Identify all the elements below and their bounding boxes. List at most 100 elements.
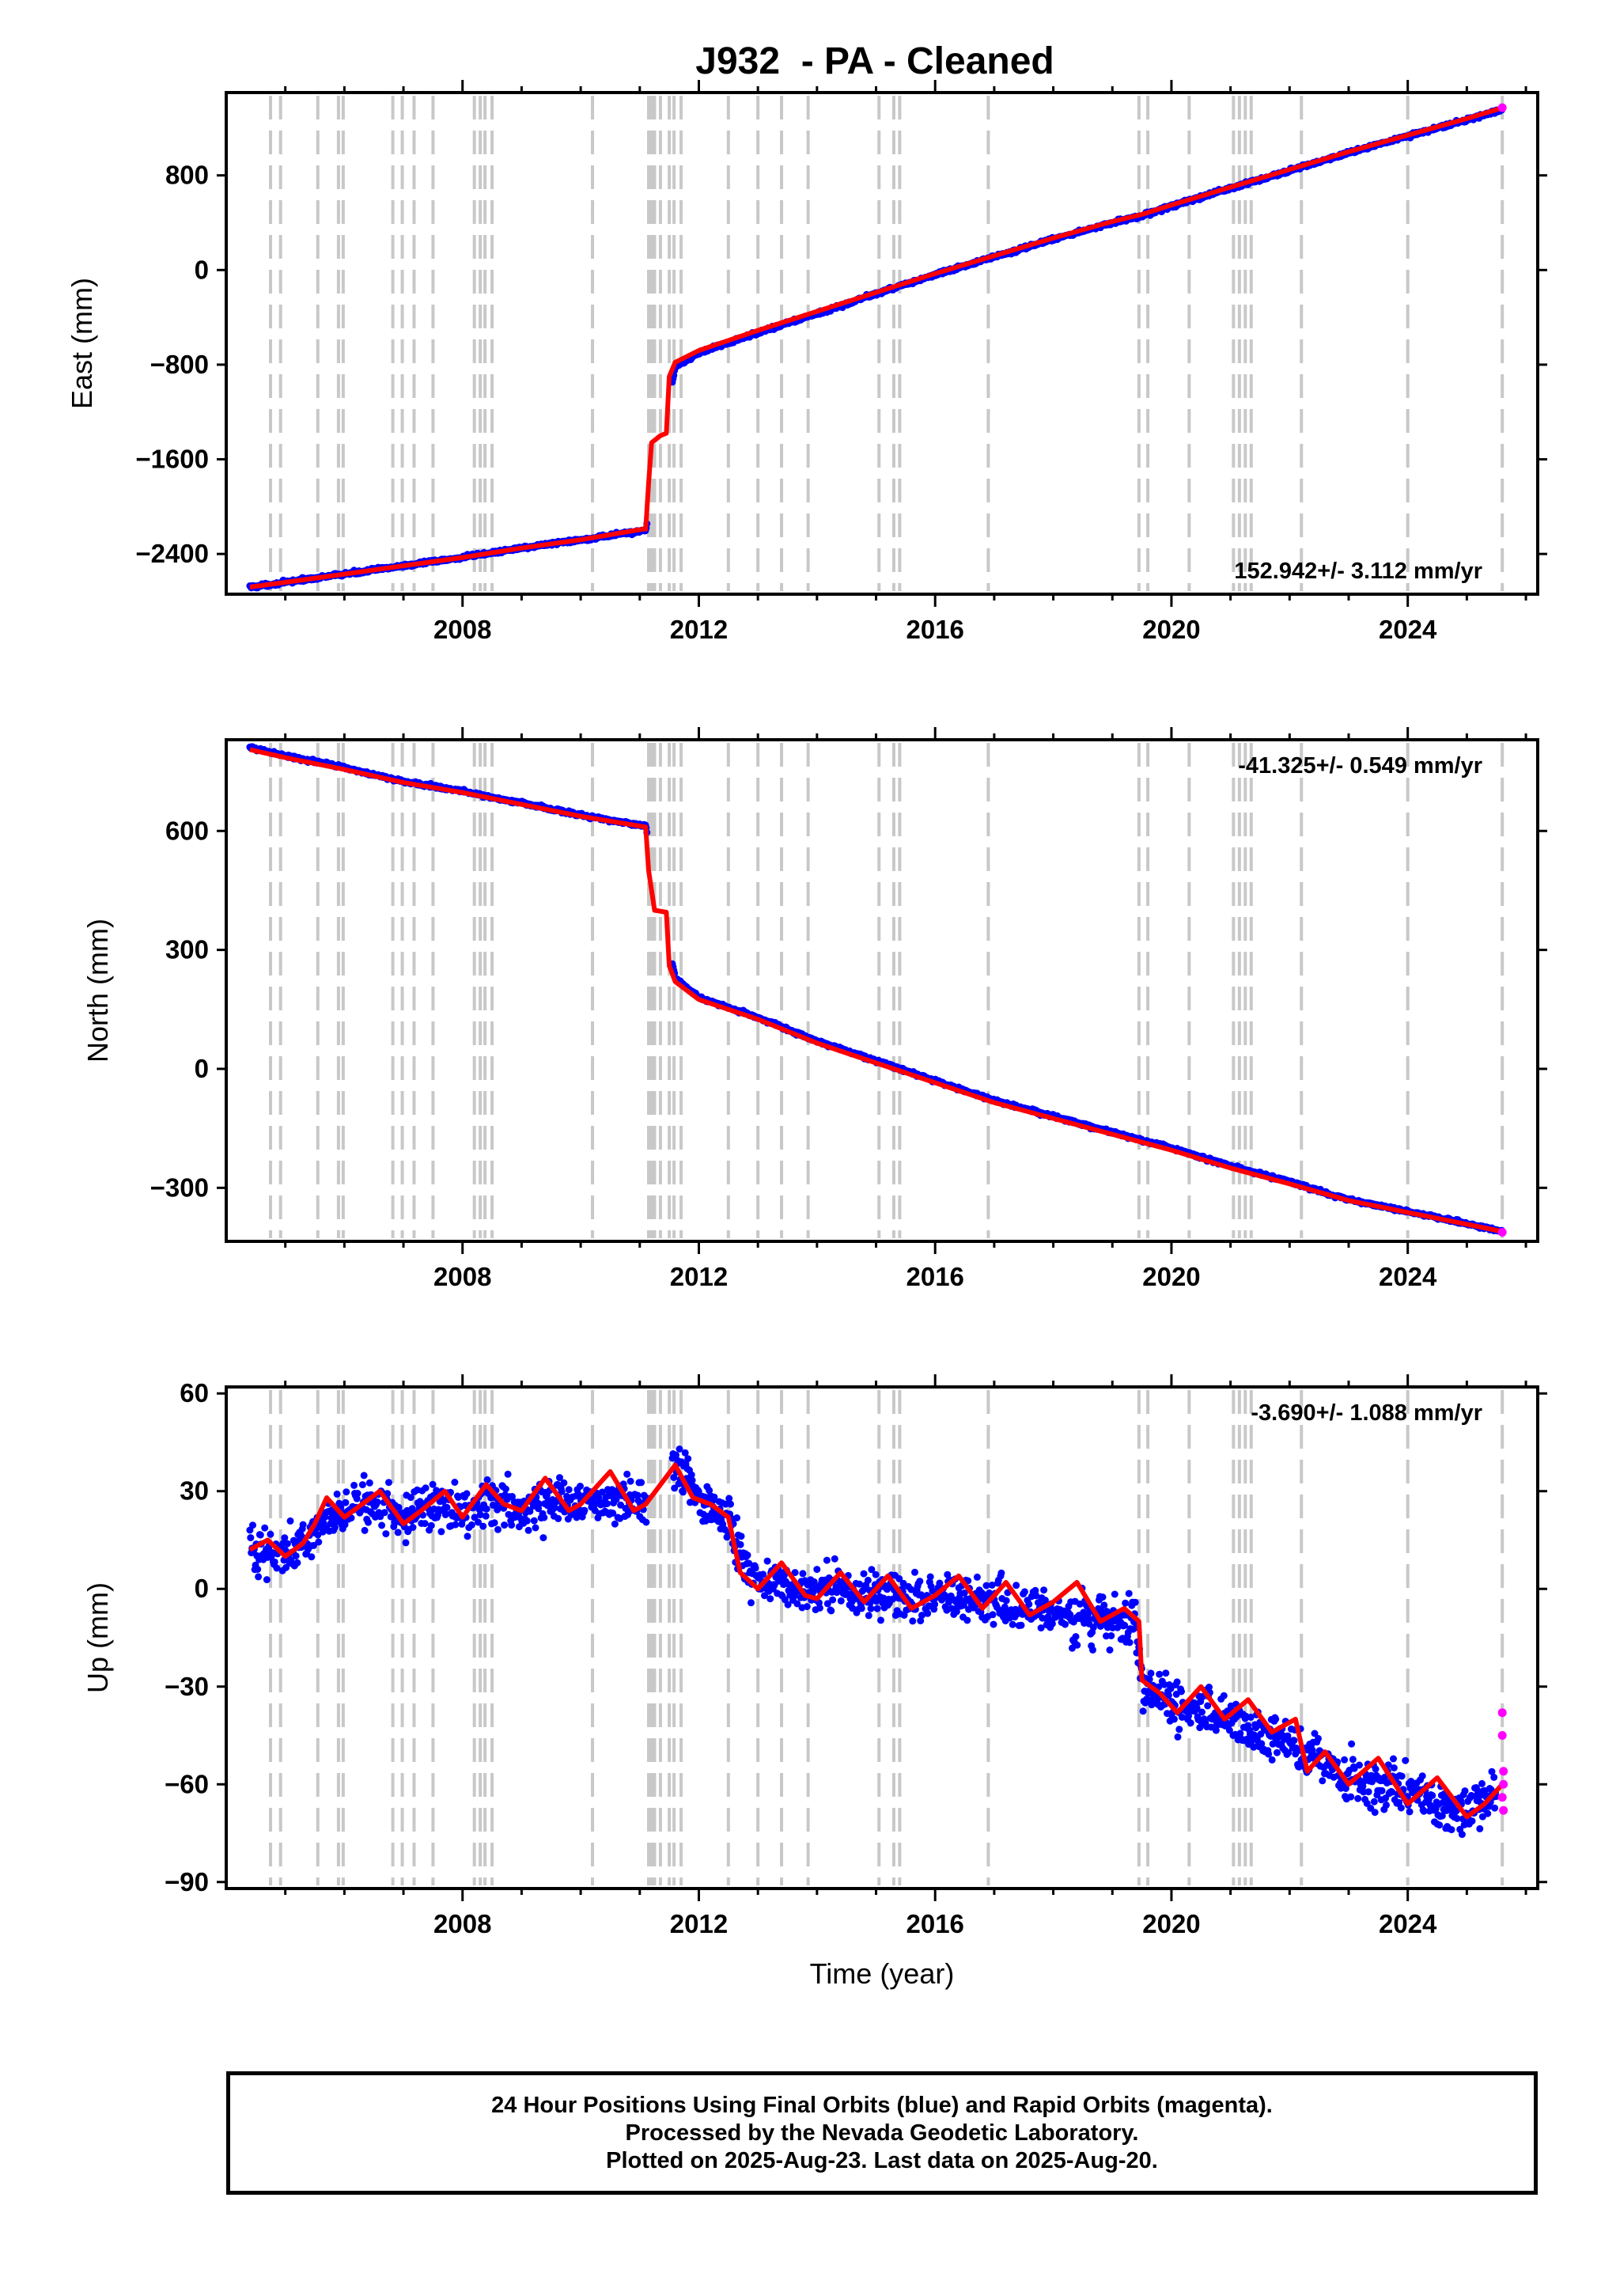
- final-orbit-point: [360, 1472, 368, 1480]
- final-orbit-point: [1162, 1669, 1170, 1677]
- final-orbit-point: [402, 1539, 410, 1547]
- final-orbit-point: [267, 1530, 274, 1538]
- final-orbit-point: [733, 1514, 741, 1521]
- final-orbit-point: [358, 1481, 366, 1489]
- final-orbit-point: [803, 1603, 811, 1611]
- final-orbit-point: [744, 1552, 751, 1559]
- final-orbit-point: [759, 1570, 767, 1578]
- final-orbit-point: [286, 1517, 294, 1525]
- final-orbit-point: [1171, 1715, 1178, 1723]
- x-tick-label: 2016: [906, 1262, 964, 1291]
- x-tick-label: 2016: [906, 615, 964, 644]
- final-orbit-point: [763, 1557, 771, 1565]
- final-orbit-point: [254, 1566, 262, 1573]
- final-orbit-point: [255, 1573, 263, 1581]
- final-orbit-point: [378, 1521, 386, 1529]
- final-orbit-point: [751, 1564, 759, 1572]
- final-orbit-point: [1139, 1707, 1147, 1715]
- y-axis-label: East (mm): [66, 278, 98, 409]
- x-tick-label: 2024: [1379, 1262, 1437, 1291]
- final-orbit-point: [361, 1526, 369, 1534]
- final-orbit-point: [261, 1524, 269, 1532]
- final-orbit-point: [524, 1526, 532, 1534]
- final-orbit-point: [748, 1599, 755, 1607]
- final-orbit-point: [997, 1569, 1005, 1577]
- final-orbit-point: [909, 1617, 917, 1625]
- final-orbit-point: [827, 1607, 835, 1615]
- final-orbit-point: [973, 1573, 981, 1581]
- velocity-label: -41.325+/- 0.549 mm/yr: [1238, 753, 1482, 779]
- final-orbit-point: [299, 1521, 307, 1529]
- final-orbit-point: [443, 1503, 451, 1511]
- final-orbit-point: [247, 1534, 255, 1542]
- final-orbit-point: [626, 1477, 634, 1485]
- final-orbit-point: [867, 1605, 875, 1612]
- x-tick-label: 2024: [1379, 615, 1437, 644]
- final-orbit-point: [427, 1521, 435, 1529]
- final-orbit-point: [1009, 1620, 1016, 1628]
- final-orbit-points: [246, 743, 1506, 1236]
- final-orbit-point: [872, 1570, 880, 1578]
- final-orbit-point: [1012, 1582, 1020, 1589]
- final-orbit-point: [1174, 1733, 1182, 1741]
- final-orbit-point: [623, 1470, 631, 1478]
- x-tick-label: 2020: [1142, 1262, 1200, 1291]
- y-tick-label: 600: [165, 816, 209, 845]
- final-orbit-point: [829, 1596, 837, 1604]
- final-orbit-point: [873, 1605, 881, 1612]
- final-orbit-point: [816, 1604, 823, 1612]
- final-orbit-point: [577, 1483, 584, 1490]
- final-orbit-point: [409, 1524, 417, 1531]
- plot-frame: [225, 738, 1539, 1243]
- final-orbit-point: [1100, 1601, 1108, 1609]
- final-orbit-point: [373, 1498, 381, 1506]
- final-orbit-point: [604, 1500, 611, 1507]
- final-orbit-point: [482, 1512, 490, 1520]
- final-orbit-point: [365, 1518, 372, 1526]
- rapid-orbit-point: [1497, 103, 1507, 112]
- final-orbit-point: [684, 1455, 692, 1463]
- final-orbit-point: [1106, 1646, 1114, 1654]
- final-orbit-point: [508, 1521, 516, 1529]
- final-orbit-point: [504, 1470, 512, 1478]
- model-line: [249, 747, 1503, 1234]
- final-orbit-point: [421, 1520, 429, 1528]
- x-tick-label: 2008: [433, 615, 491, 644]
- final-orbit-point: [530, 1517, 538, 1525]
- final-orbit-point: [1122, 1599, 1130, 1607]
- final-orbit-point: [877, 1616, 884, 1624]
- final-orbit-point: [385, 1479, 392, 1487]
- model-line: [249, 105, 1504, 589]
- final-orbit-point: [464, 1533, 471, 1540]
- final-orbit-point: [1131, 1598, 1139, 1606]
- x-tick-label: 2012: [670, 1262, 728, 1291]
- final-orbit-point: [989, 1611, 997, 1619]
- final-orbit-point: [831, 1555, 838, 1563]
- final-orbit-point: [494, 1525, 501, 1533]
- final-orbit-point: [727, 1500, 734, 1508]
- final-orbit-point: [532, 1524, 539, 1532]
- final-orbit-point: [382, 1530, 390, 1538]
- final-orbit-point: [916, 1578, 924, 1586]
- final-orbit-point: [263, 1576, 271, 1584]
- final-orbit-point: [333, 1490, 341, 1498]
- y-tick-label: 300: [165, 935, 209, 964]
- final-orbit-point: [1111, 1590, 1118, 1598]
- final-orbit-point: [857, 1605, 865, 1612]
- final-orbit-point: [799, 1570, 807, 1578]
- final-orbit-point: [308, 1553, 316, 1561]
- final-orbit-point: [1156, 1670, 1164, 1678]
- final-orbit-point: [249, 1521, 256, 1529]
- final-orbit-point: [611, 1520, 619, 1528]
- final-orbit-point: [315, 1538, 323, 1546]
- final-orbit-point: [1126, 1639, 1134, 1646]
- final-orbit-point: [343, 1488, 350, 1496]
- figure-title: J932 - PA - Cleaned: [695, 40, 1054, 82]
- final-orbit-point: [560, 1479, 568, 1487]
- final-orbit-point: [1040, 1586, 1048, 1594]
- final-orbit-point: [1089, 1646, 1096, 1654]
- rapid-orbit-point: [1497, 1227, 1507, 1237]
- final-orbit-point: [463, 1490, 471, 1498]
- final-orbit-point: [479, 1522, 487, 1530]
